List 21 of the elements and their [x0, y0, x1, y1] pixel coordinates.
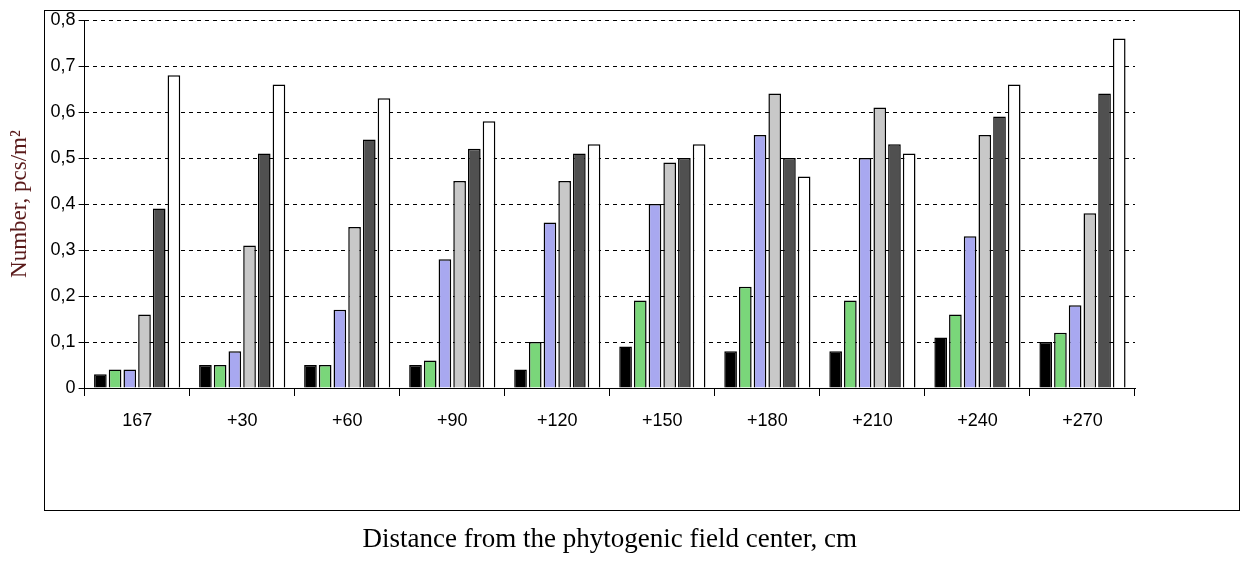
y-tick-label: 0,3	[50, 238, 76, 259]
y-tick-label: 0,1	[50, 330, 76, 351]
y-tick-label: 0	[65, 376, 76, 397]
x-tick-label: +180	[747, 409, 788, 430]
x-tick-label: +150	[642, 409, 683, 430]
x-tick-label: +60	[331, 409, 363, 430]
y-tick-label: 0,4	[50, 192, 76, 213]
y-axis-title: Number, pcs/m²	[5, 130, 31, 278]
y-tick-label: 0,2	[50, 284, 76, 305]
x-tick-label: +210	[852, 409, 893, 430]
y-tick-label: 0,6	[50, 100, 76, 121]
y-tick-label: 0,8	[50, 8, 76, 29]
y-tick-label: 0,5	[50, 146, 76, 167]
x-tick-label: +240	[957, 409, 998, 430]
x-tick-label: +30	[226, 409, 258, 430]
x-tick-label: +120	[537, 409, 578, 430]
x-tick-label: +270	[1062, 409, 1103, 430]
y-tick-label: 0,7	[50, 54, 76, 75]
x-tick-label: +90	[436, 409, 468, 430]
x-axis-title: Distance from the phytogenic field center, cm	[362, 522, 858, 553]
x-tick-label: 167	[122, 409, 153, 430]
